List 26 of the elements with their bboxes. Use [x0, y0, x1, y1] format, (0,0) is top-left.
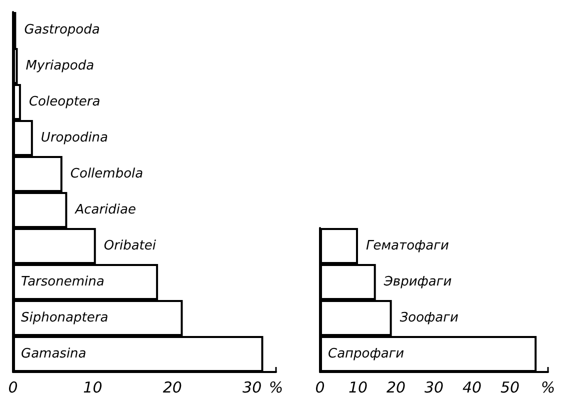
category-label: Tarsonemina: [21, 274, 104, 290]
x-tick-label: 30: [424, 378, 444, 396]
category-label: Зоофаги: [400, 310, 458, 326]
category-label: Myriapoda: [26, 58, 94, 74]
category-label: Эврифаги: [384, 274, 452, 290]
category-label: Uropodina: [40, 130, 108, 146]
category-label: Гематофаги: [366, 238, 449, 254]
category-label: Acaridiae: [75, 202, 136, 218]
x-tick-label: 10: [348, 378, 368, 396]
x-tick-label: 40: [462, 378, 482, 396]
category-label: Collembola: [70, 166, 144, 182]
category-label: Gastropoda: [24, 22, 100, 38]
category-label: Oribatei: [104, 238, 156, 254]
x-tick-label: 50: [500, 378, 520, 396]
category-label: Gamasina: [21, 346, 86, 362]
x-tick-label: 30: [242, 378, 262, 396]
x-tick-label: %: [268, 378, 284, 396]
category-label: Coleoptera: [28, 94, 100, 110]
category-label: Сапрофаги: [328, 346, 404, 362]
x-tick-label: 10: [83, 378, 102, 396]
x-tick-label: 20: [386, 378, 406, 396]
x-tick-label: %: [540, 378, 556, 396]
x-tick-label: 0: [8, 378, 18, 396]
x-tick-label: 20: [162, 378, 182, 396]
x-tick-label: 0: [315, 378, 325, 396]
category-label: Siphonaptera: [21, 310, 108, 326]
